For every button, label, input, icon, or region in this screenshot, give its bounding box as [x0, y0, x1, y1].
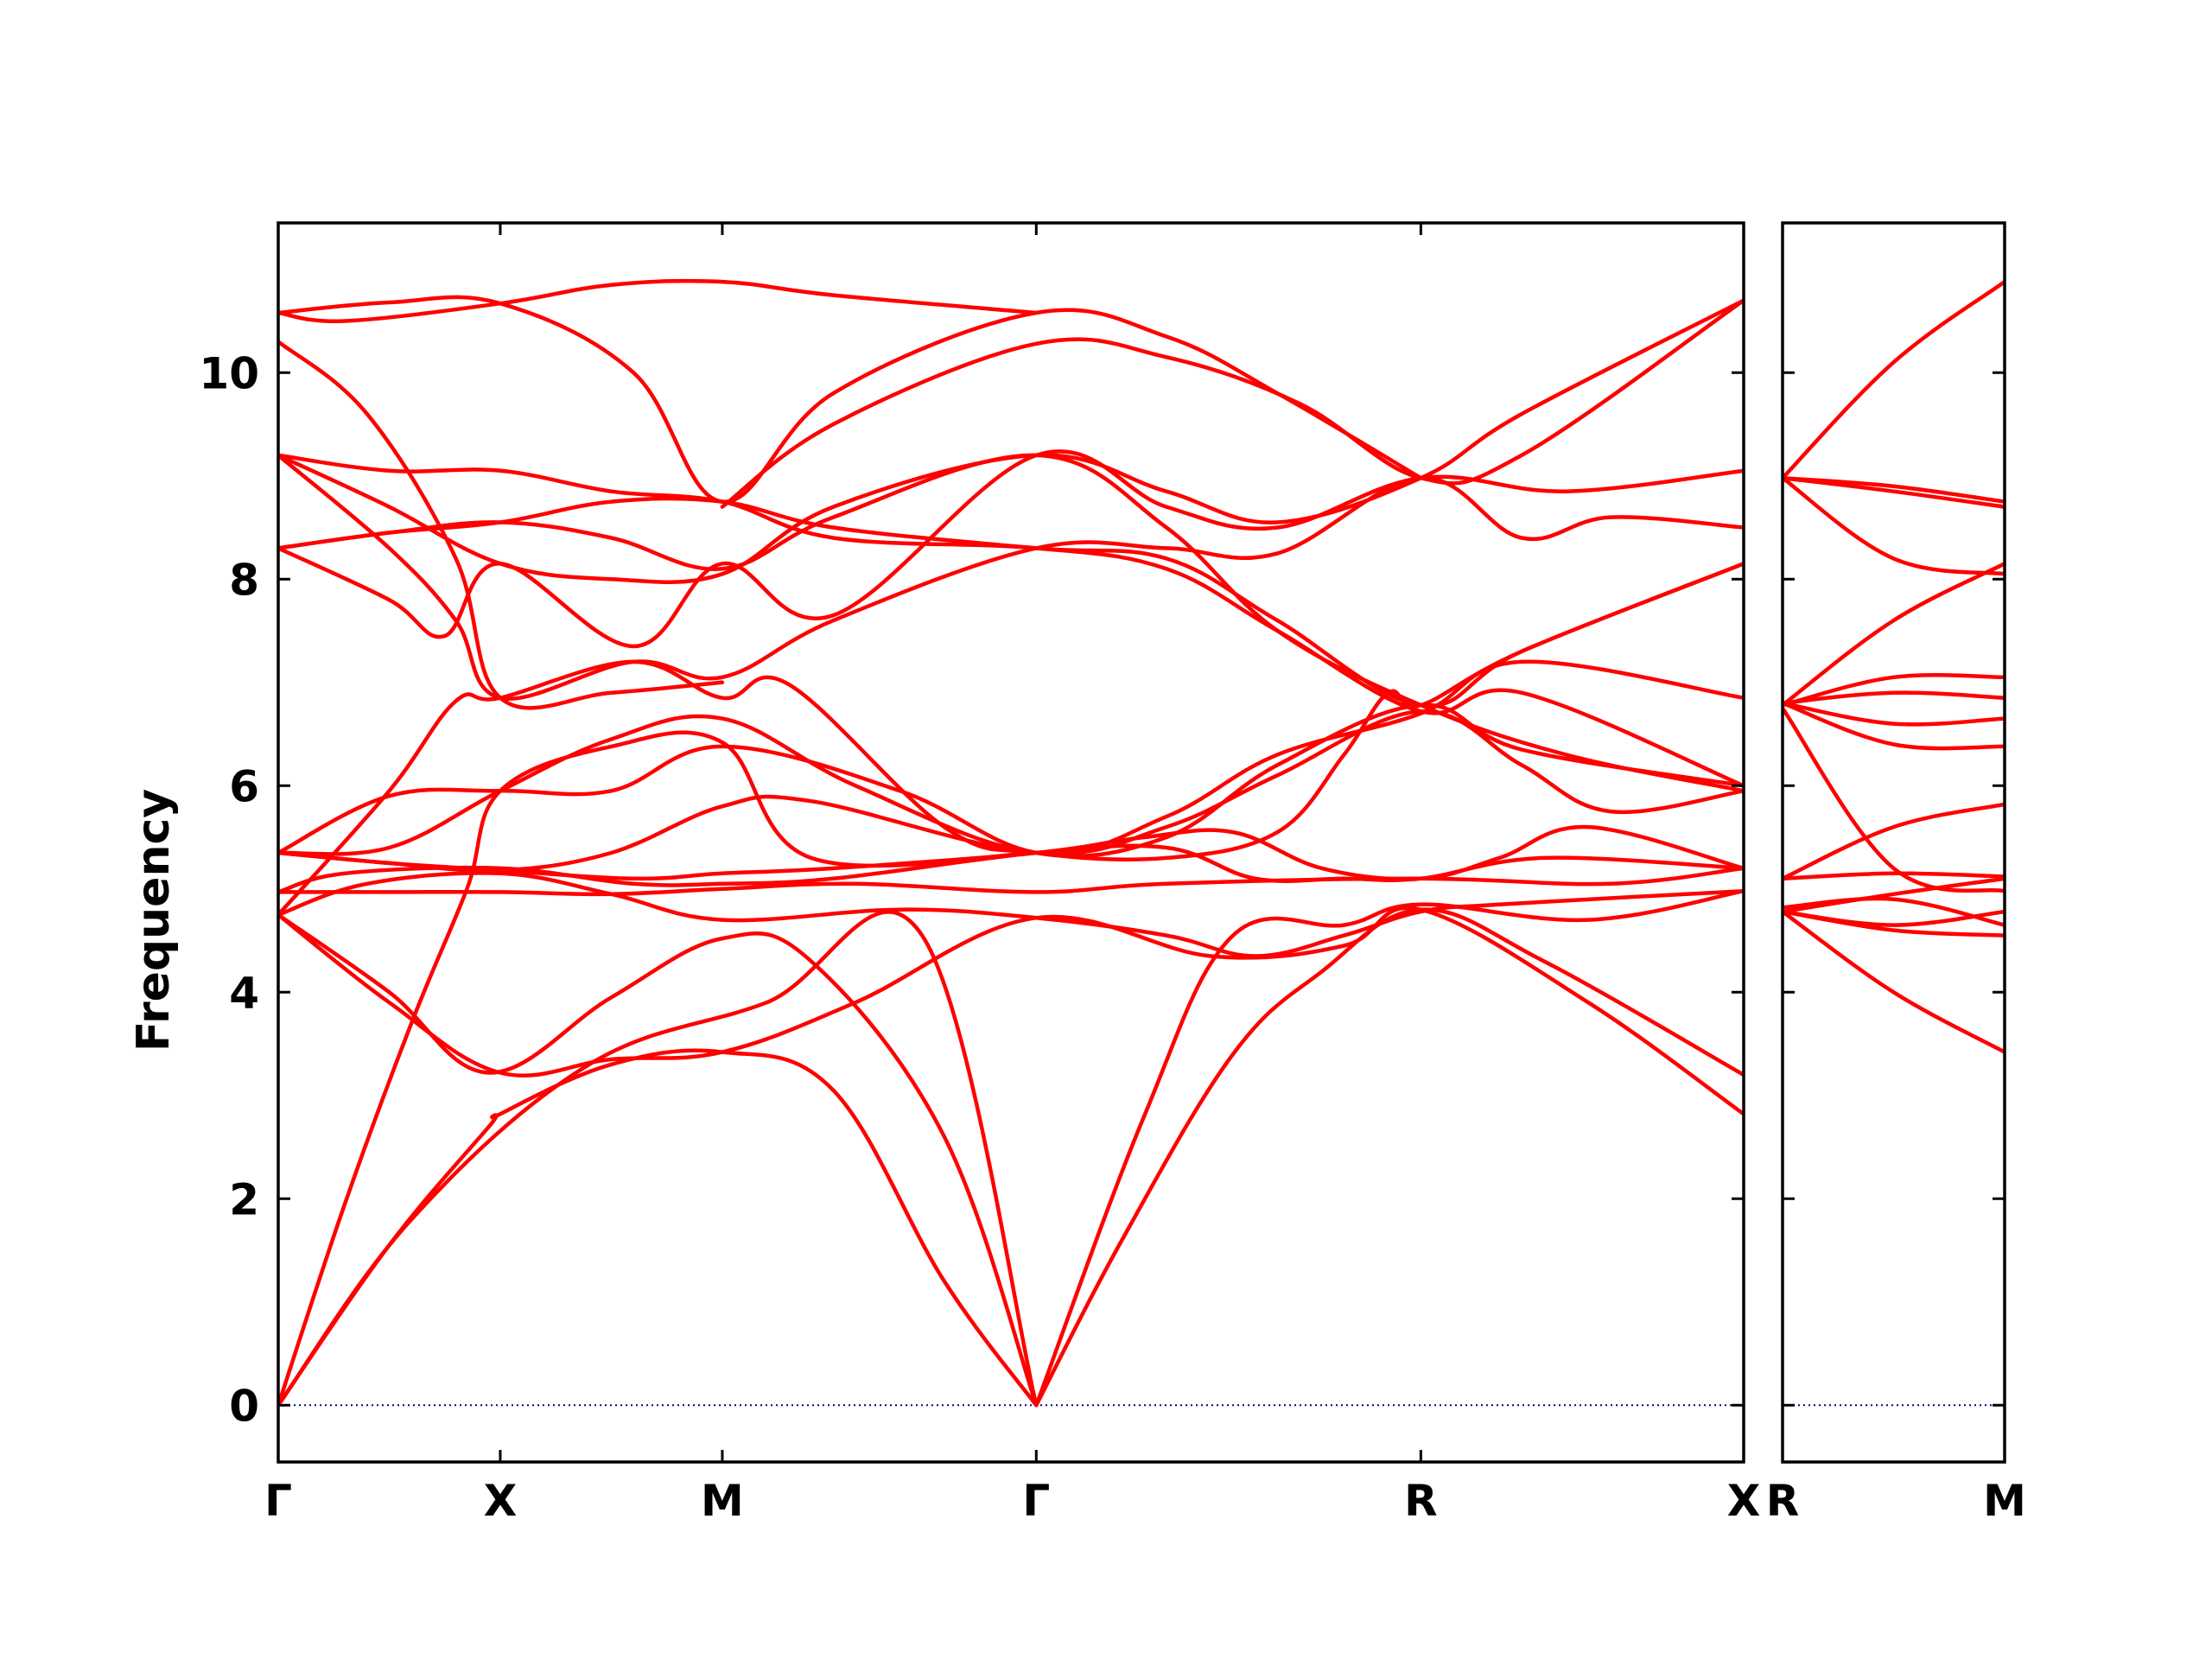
band-line-main-9: [278, 866, 1744, 897]
x-tick-label-X: X: [1727, 1476, 1761, 1526]
band-line-main-13: [278, 702, 1744, 859]
band-line-inset-8: [1783, 706, 2005, 893]
y-tick-label: 4: [229, 968, 259, 1018]
y-tick-label: 0: [229, 1381, 259, 1431]
band-line-inset-17: [1783, 279, 2005, 480]
band-line-main-20: [278, 298, 1744, 584]
band-line-inset-16: [1783, 475, 2005, 504]
band-line-main-21: [278, 496, 1744, 709]
band-line-inset-4: [1783, 876, 2005, 914]
x-tick-label-R: R: [1404, 1476, 1438, 1526]
x-tick-label-M: M: [1983, 1476, 2026, 1526]
band-line-inset-7: [1783, 802, 2005, 881]
band-line-inset-12: [1783, 672, 2005, 708]
band-line-main-23: [720, 298, 1744, 509]
y-axis-label: Frequency: [128, 789, 180, 1052]
band-line-inset-15: [1783, 475, 2005, 509]
band-line-main-15: [278, 562, 1744, 917]
band-line-main-8: [278, 871, 1744, 958]
band-line-main-1: [278, 1048, 1039, 1408]
band-line-inset-3: [1783, 909, 2005, 927]
y-tick-label: 2: [229, 1174, 259, 1224]
y-tick-label: 8: [229, 555, 259, 605]
band-line-main-25: [278, 278, 1039, 324]
band-line-inset-5: [1783, 896, 2005, 927]
x-tick-label-R: R: [1766, 1476, 1800, 1526]
band-line-main-17: [278, 449, 1744, 649]
band-line-main-7: [1034, 888, 1744, 1408]
y-tick-label: 6: [229, 761, 259, 811]
plot-frame: [276, 221, 1745, 1464]
band-line-main-6: [1034, 907, 1744, 1408]
x-tick-label-M: M: [701, 1476, 744, 1526]
band-line-main-22: [278, 340, 725, 710]
band-line-inset-1: [1783, 909, 2005, 1054]
x-tick-label-Γ: Γ: [1022, 1476, 1050, 1526]
band-line-main-24: [278, 295, 1423, 504]
band-line-inset-9: [1783, 701, 2005, 751]
band-line-main-16: [278, 453, 1744, 701]
x-tick-label-Γ: Γ: [264, 1476, 292, 1526]
band-line-main-3: [278, 906, 1744, 1116]
band-line-main-4: [278, 912, 1039, 1408]
band-line-main-5: [278, 910, 1039, 1408]
plot-frame: [1781, 221, 2006, 1464]
x-tick-label-X: X: [484, 1476, 518, 1526]
band-line-main-19: [278, 453, 1744, 788]
band-line-inset-6: [1783, 871, 2005, 881]
band-line-inset-14: [1783, 475, 2005, 576]
y-tick-label: 10: [199, 348, 259, 398]
band-line-inset-11: [1783, 690, 2005, 705]
band-line-inset-13: [1783, 562, 2005, 708]
band-line-main-14: [278, 659, 1744, 856]
main-panel: 0 2 4 6 8 10 Γ X M Γ R X: [199, 221, 1761, 1526]
band-line-inset-10: [1783, 701, 2005, 727]
band-line-main-18: [278, 453, 1744, 793]
